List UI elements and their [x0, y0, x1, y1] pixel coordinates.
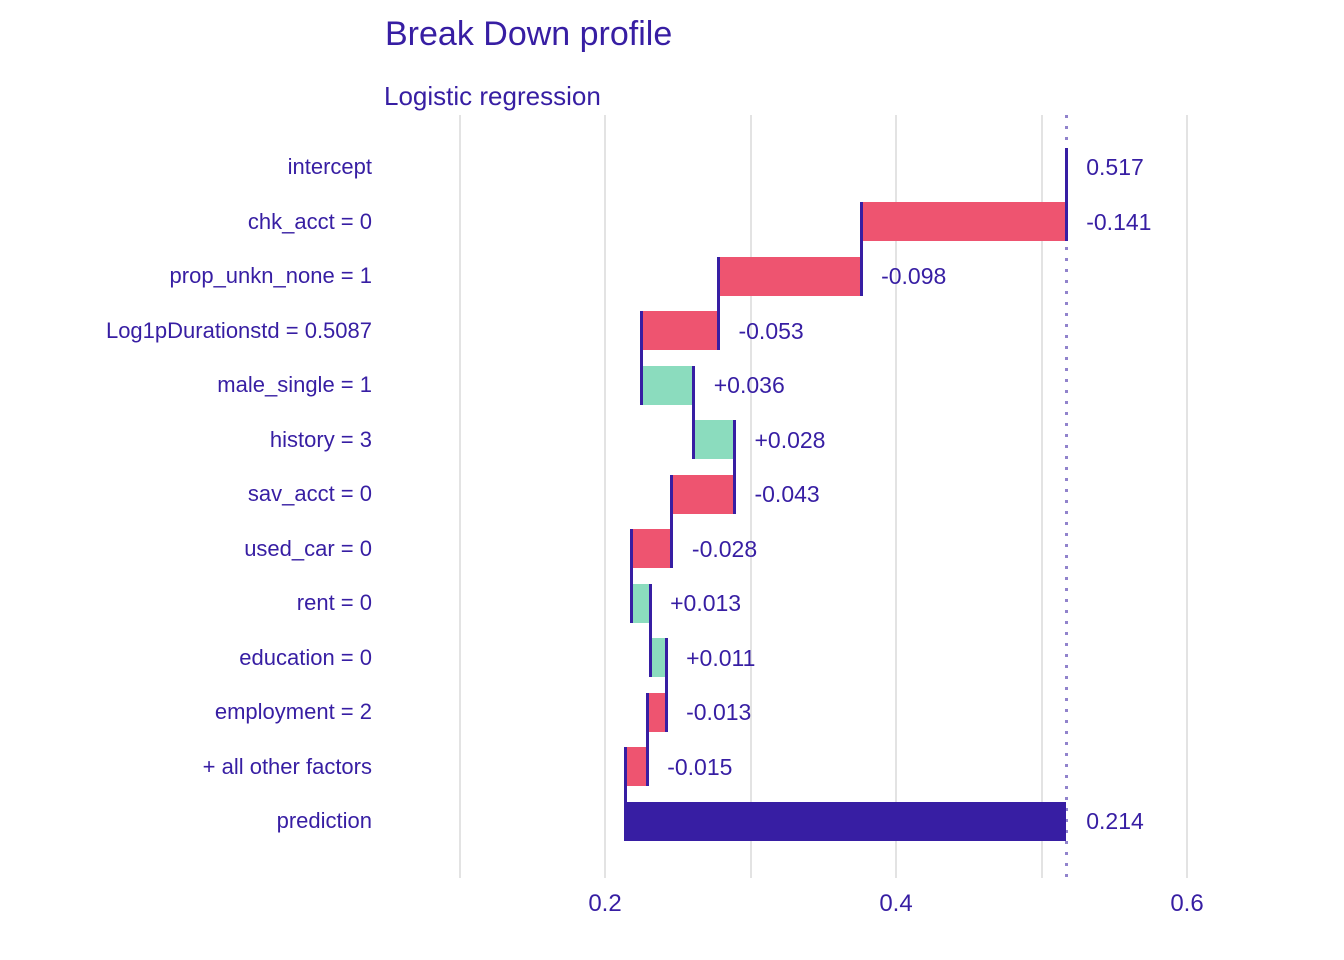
bar-positive	[693, 420, 735, 459]
x-axis-tick-label: 0.6	[1170, 890, 1204, 917]
value-label: +0.028	[754, 426, 826, 453]
bar-negative	[718, 256, 862, 296]
row-label: prop_unkn_none = 1	[169, 263, 372, 288]
row-label: used_car = 0	[244, 535, 372, 561]
baseline-dotted-line	[1064, 115, 1068, 880]
gridline	[604, 115, 606, 878]
value-label: 0.214	[1086, 808, 1144, 834]
value-label: -0.053	[738, 317, 804, 344]
bar-prediction	[625, 801, 1067, 841]
row-label: employment = 2	[214, 699, 372, 724]
value-label: +0.013	[670, 590, 742, 616]
bar-negative	[671, 474, 735, 514]
gridline	[1040, 115, 1043, 878]
value-label: -0.043	[754, 481, 820, 507]
value-label: -0.028	[691, 535, 758, 562]
row-label: education = 0	[239, 644, 372, 670]
value-label: +0.011	[686, 644, 756, 671]
row-label: rent = 0	[296, 590, 372, 615]
bar-positive	[631, 583, 651, 623]
row-label: history = 3	[269, 426, 372, 452]
row-label: + all other factors	[202, 753, 372, 779]
bar-positive	[650, 638, 667, 677]
bar-negative	[625, 747, 648, 786]
bar-negative	[861, 202, 1067, 241]
bar-connector	[623, 747, 627, 841]
value-label: -0.015	[667, 753, 733, 780]
bar-negative	[647, 692, 667, 732]
bar-negative	[641, 311, 719, 350]
value-label: -0.098	[881, 263, 947, 289]
x-axis-tick-label: 0.2	[588, 890, 622, 917]
value-label: 0.517	[1086, 154, 1144, 180]
row-label: prediction	[276, 808, 372, 833]
gridline	[895, 115, 897, 878]
chart-subtitle: Logistic regression	[384, 81, 601, 111]
gridline	[749, 115, 752, 878]
x-axis-tick-label: 0.4	[879, 890, 913, 917]
value-label: -0.141	[1086, 208, 1152, 235]
bar-connector	[639, 311, 643, 405]
bar-connector	[692, 365, 696, 459]
row-label: sav_acct = 0	[247, 481, 372, 506]
bar-negative	[631, 529, 672, 568]
row-label: chk_acct = 0	[247, 208, 372, 234]
row-label: intercept	[287, 154, 372, 179]
bar-connector	[648, 583, 652, 677]
bar-connector	[645, 692, 649, 786]
row-label: male_single = 1	[217, 372, 372, 397]
chart-title: Break Down profile	[385, 15, 673, 53]
gridline	[458, 115, 461, 878]
bar-connector	[1064, 147, 1068, 241]
bar-connector	[670, 474, 674, 568]
bar-positive	[641, 365, 694, 405]
bar-connector	[664, 638, 668, 732]
value-label: +0.036	[713, 372, 785, 398]
bar-connector	[859, 202, 863, 296]
row-label: Log1pDurationstd = 0.5087	[105, 317, 372, 343]
gridline	[1186, 115, 1188, 878]
bar-connector	[716, 256, 720, 350]
bar-connector	[629, 529, 633, 623]
bar-connector	[732, 420, 736, 514]
value-label: -0.013	[686, 699, 752, 725]
